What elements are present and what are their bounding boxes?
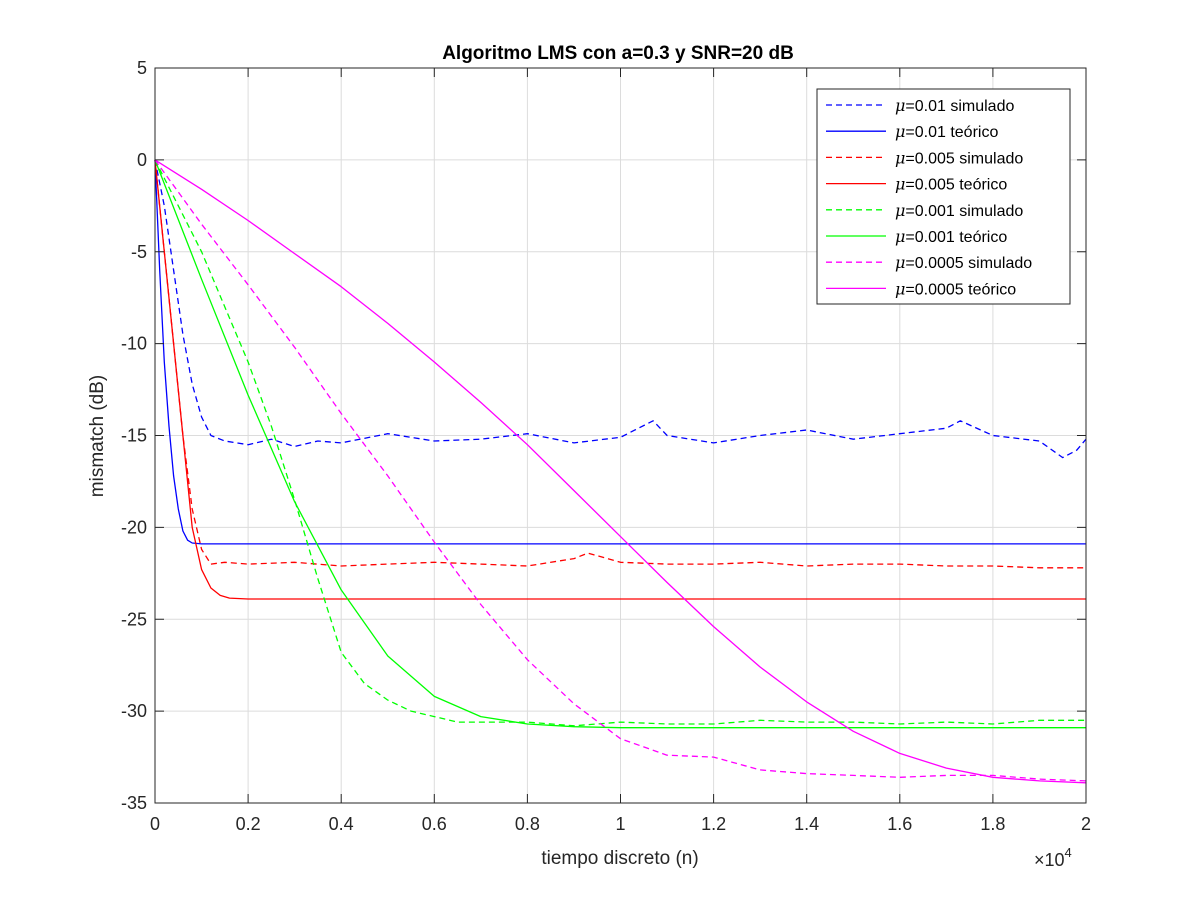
series-line-mu-0-005-simulado <box>154 159 1086 569</box>
x-axis-label: tiempo discreto (n) <box>541 848 698 869</box>
x-tick-label: 1.8 <box>980 814 1005 834</box>
x-scale-factor-base: ×10 <box>1034 850 1065 870</box>
x-tick-label: 1.2 <box>701 814 726 834</box>
legend-label: =0.0005 simulado <box>905 255 1032 272</box>
tick-labels: 0 0.2 0.4 0.6 0.8 1 1.2 1.4 1.6 1.8 2 5 0 -5 -10 -15 -20… <box>121 58 1091 834</box>
legend-label: =0.01 teórico <box>905 124 998 141</box>
mu-symbol: μ <box>895 175 905 194</box>
legend-entry: μ=0.01 teórico <box>895 122 998 141</box>
mu-symbol: μ <box>895 96 905 115</box>
series-layer <box>154 159 1087 784</box>
legend-label: =0.001 teórico <box>905 229 1007 246</box>
mu-symbol: μ <box>895 227 905 246</box>
y-tick-label: 0 <box>137 150 147 170</box>
legend-label: =0.001 simulado <box>905 203 1023 220</box>
x-tick-label: 0.4 <box>329 814 354 834</box>
y-axis-label: mismatch (dB) <box>87 375 108 497</box>
x-tick-label: 0 <box>150 814 160 834</box>
x-tick-label: 1.6 <box>887 814 912 834</box>
series-line-mu-0-0005-te-rico <box>154 159 1087 784</box>
legend-entry: μ=0.005 teórico <box>895 175 1007 194</box>
mu-symbol: μ <box>895 253 905 272</box>
x-tick-label: 1 <box>615 814 625 834</box>
chart-title: Algoritmo LMS con a=0.3 y SNR=20 dB <box>442 43 794 64</box>
legend-label: =0.0005 teórico <box>905 281 1016 298</box>
legend-label: =0.005 simulado <box>905 150 1023 167</box>
legend-entry: μ=0.001 simulado <box>895 201 1023 220</box>
y-tick-label: -30 <box>121 701 147 721</box>
legend-label: =0.01 simulado <box>905 98 1014 115</box>
x-scale-exponent: 4 <box>1065 845 1072 860</box>
mu-symbol: μ <box>895 201 905 220</box>
x-tick-label: 0.2 <box>236 814 261 834</box>
legend-entry: μ=0.0005 simulado <box>895 253 1032 272</box>
x-tick-label: 2 <box>1081 814 1091 834</box>
series-line-mu-0-01-simulado <box>154 159 1087 459</box>
mu-symbol: μ <box>895 122 905 141</box>
series-line-mu-0-005-te-rico <box>154 159 1086 600</box>
y-tick-label: -10 <box>121 334 147 354</box>
mu-symbol: μ <box>895 148 905 167</box>
series-line-mu-0-001-simulado <box>154 159 1086 727</box>
x-tick-label: 0.8 <box>515 814 540 834</box>
y-tick-label: -15 <box>121 426 147 446</box>
ticks <box>154 67 1087 804</box>
x-tick-label: 1.4 <box>794 814 819 834</box>
series-line-mu-0-001-te-rico <box>154 159 1086 729</box>
legend-entry: μ=0.0005 teórico <box>895 279 1016 298</box>
legend-entry: μ=0.001 teórico <box>895 227 1007 246</box>
y-tick-label: -35 <box>121 793 147 813</box>
series-line-mu-0-0005-simulado <box>154 159 1087 782</box>
legend-box <box>816 88 1071 305</box>
legend-label: =0.005 teórico <box>905 177 1007 194</box>
y-tick-label: -25 <box>121 609 147 629</box>
y-tick-label: -20 <box>121 517 147 537</box>
legend-entry: μ=0.01 simulado <box>895 96 1014 115</box>
legend-entry: μ=0.005 simulado <box>895 148 1023 167</box>
y-tick-label: 5 <box>137 58 147 78</box>
y-tick-label: -5 <box>131 242 147 262</box>
series-line-mu-0-01-te-rico <box>154 159 1086 545</box>
x-scale-factor: ×104 <box>1034 845 1072 870</box>
x-tick-label: 0.6 <box>422 814 447 834</box>
mu-symbol: μ <box>895 279 905 298</box>
